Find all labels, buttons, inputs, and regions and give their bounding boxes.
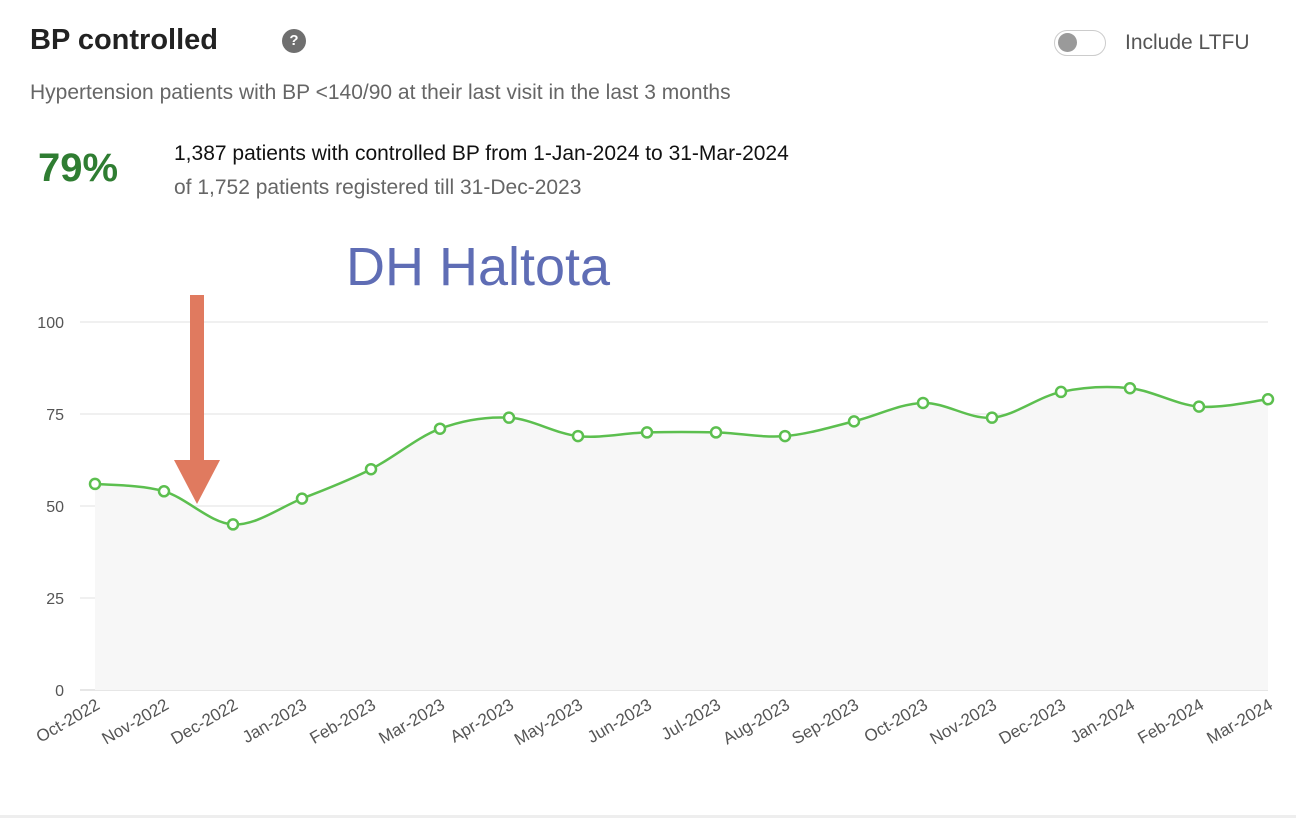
- include-ltfu-label[interactable]: Include LTFU: [1125, 31, 1250, 54]
- area-fill: [95, 387, 1268, 690]
- controlled-count-text: 1,387 patients with controlled BP from 1…: [174, 142, 789, 165]
- x-tick-label: Mar-2023: [375, 695, 448, 748]
- y-tick-label: 0: [55, 683, 64, 700]
- card-subtitle: Hypertension patients with BP <140/90 at…: [30, 81, 731, 104]
- y-tick-label: 25: [46, 591, 64, 608]
- x-tick-label: Dec-2023: [996, 695, 1069, 748]
- x-tick-label: Nov-2023: [927, 695, 1000, 748]
- card-title: BP controlled: [30, 24, 218, 56]
- x-tick-label: Dec-2022: [168, 695, 241, 748]
- x-tick-label: Mar-2024: [1203, 695, 1276, 748]
- x-tick-label: Apr-2023: [447, 695, 517, 746]
- y-tick-label: 75: [46, 407, 64, 424]
- x-tick-label: Oct-2023: [861, 695, 931, 746]
- data-point: [364, 462, 378, 476]
- x-tick-label: Nov-2022: [99, 695, 172, 748]
- data-point: [1123, 381, 1137, 395]
- data-point: [226, 518, 240, 531]
- data-point: [640, 426, 654, 439]
- help-icon[interactable]: ?: [282, 29, 306, 53]
- x-tick-label: Jan-2023: [239, 695, 310, 747]
- data-point: [88, 477, 102, 491]
- include-ltfu-toggle[interactable]: [1054, 30, 1106, 56]
- x-tick-label: Jul-2023: [658, 695, 724, 744]
- x-tick-label: May-2023: [511, 695, 586, 749]
- y-tick-label: 50: [46, 499, 64, 516]
- data-point: [433, 422, 447, 435]
- x-tick-label: Jun-2023: [584, 695, 655, 747]
- data-point: [709, 426, 723, 439]
- data-point: [985, 411, 999, 424]
- data-point: [1261, 393, 1275, 406]
- x-tick-label: Feb-2023: [306, 695, 379, 748]
- facility-annotation: DH Haltota: [346, 237, 611, 297]
- annotation-arrow-icon: [174, 460, 220, 504]
- x-tick-label: Oct-2022: [33, 695, 103, 746]
- y-tick-label: 100: [37, 315, 64, 332]
- data-point: [778, 429, 792, 443]
- x-tick-label: Feb-2024: [1134, 695, 1207, 748]
- data-point: [916, 396, 930, 410]
- divider: [0, 815, 1296, 818]
- annotation-arrow-shaft: [190, 295, 204, 461]
- data-point: [1192, 400, 1206, 413]
- data-point: [295, 492, 309, 505]
- registered-count-text: of 1,752 patients registered till 31-Dec…: [174, 176, 582, 199]
- data-point: [157, 485, 171, 498]
- x-tick-label: Jan-2024: [1067, 695, 1138, 747]
- x-tick-label: Sep-2023: [789, 695, 862, 748]
- controlled-percentage: 79%: [38, 146, 119, 190]
- data-point: [847, 415, 861, 428]
- data-point: [502, 411, 516, 424]
- x-tick-label: Aug-2023: [720, 695, 793, 748]
- data-point: [1054, 385, 1068, 399]
- data-point: [571, 429, 585, 443]
- toggle-knob: [1058, 33, 1077, 52]
